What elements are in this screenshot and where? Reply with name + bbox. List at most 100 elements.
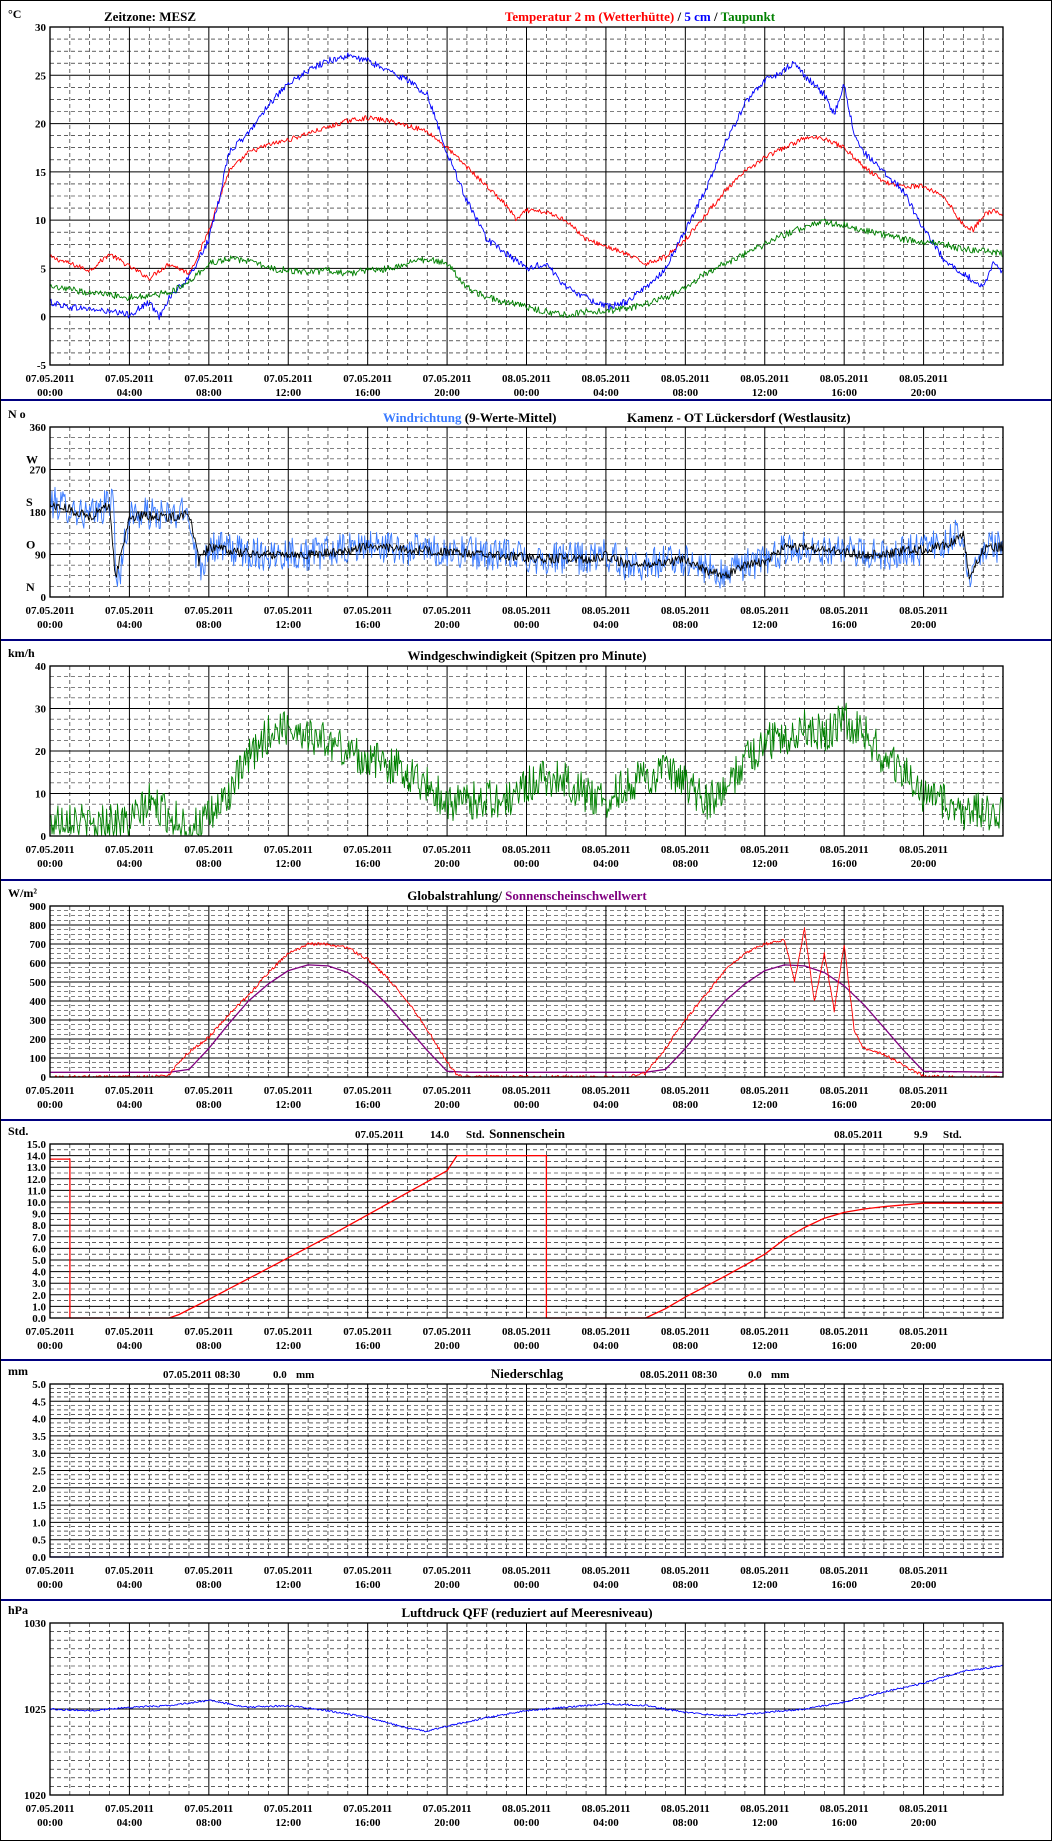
x-date-label: 07.05.2011 bbox=[264, 1085, 313, 1097]
x-date-label: 08.05.2011 bbox=[740, 1565, 789, 1577]
y-tick-label: 1020 bbox=[24, 1790, 47, 1802]
x-time-label: 04:00 bbox=[117, 1340, 143, 1352]
series-windrichtung bbox=[49, 486, 1004, 589]
series-globalstrahlung bbox=[49, 927, 1004, 1078]
x-time-label: 00:00 bbox=[514, 387, 540, 399]
y-tick-label: 40 bbox=[35, 661, 47, 673]
x-time-label: 20:00 bbox=[911, 387, 937, 399]
x-time-label: 20:00 bbox=[434, 1579, 460, 1591]
x-date-label: 07.05.2011 bbox=[105, 844, 154, 856]
station-name: Kamenz - OT Lückersdorf (Westlausitz) bbox=[627, 410, 851, 425]
x-date-label: 07.05.2011 bbox=[105, 1565, 154, 1577]
chart-temperature: -5 0 5 10 15 20 25 30 °C Zeitzone: MESZ Temperatur… bbox=[0, 7, 1052, 401]
x-date-label: 08.05.2011 bbox=[899, 1326, 948, 1338]
x-date-label: 07.05.2011 bbox=[423, 1326, 472, 1338]
x-time-label: 12:00 bbox=[275, 1340, 301, 1352]
x-date-label: 07.05.2011 bbox=[184, 605, 233, 617]
x-time-label: 00:00 bbox=[514, 1817, 540, 1829]
y-tick-label: 4.0 bbox=[32, 1414, 46, 1426]
unit-label: °C bbox=[8, 7, 21, 21]
y-tick-label: 10 bbox=[35, 215, 47, 227]
x-time-label: 16:00 bbox=[355, 1340, 381, 1352]
y-tick-label: 270 bbox=[30, 465, 47, 477]
x-date-label: 08.05.2011 bbox=[820, 1803, 869, 1815]
x-date-label: 08.05.2011 bbox=[502, 1085, 551, 1097]
compass-label: S bbox=[26, 495, 33, 509]
y-tick-label: 11.0 bbox=[27, 1185, 46, 1197]
x-time-label: 08:00 bbox=[672, 1340, 698, 1352]
x-time-label: 12:00 bbox=[752, 858, 778, 870]
x-date-label: 08.05.2011 bbox=[740, 844, 789, 856]
plot-border bbox=[49, 1383, 1004, 1558]
compass-label: W bbox=[26, 453, 38, 467]
x-date-label: 07.05.2011 bbox=[105, 373, 154, 385]
y-tick-label: 2.5 bbox=[32, 1466, 46, 1478]
y-tick-label: 100 bbox=[30, 1053, 47, 1065]
x-time-label: 20:00 bbox=[911, 1817, 937, 1829]
x-date-label: 08.05.2011 bbox=[661, 1565, 710, 1577]
x-time-label: 00:00 bbox=[514, 1340, 540, 1352]
x-time-label: 00:00 bbox=[514, 858, 540, 870]
x-date-label: 07.05.2011 bbox=[184, 1565, 233, 1577]
y-tick-label: 15.0 bbox=[27, 1139, 47, 1151]
x-time-label: 00:00 bbox=[514, 1099, 540, 1111]
summary-left-value: 0.0 bbox=[273, 1369, 287, 1381]
y-tick-label: 0.5 bbox=[32, 1535, 46, 1547]
x-time-label: 20:00 bbox=[434, 387, 460, 399]
x-time-label: 20:00 bbox=[434, 619, 460, 631]
y-tick-label: 0 bbox=[41, 312, 47, 324]
x-time-label: 16:00 bbox=[355, 1817, 381, 1829]
x-date-label: 08.05.2011 bbox=[661, 1803, 710, 1815]
x-time-label: 00:00 bbox=[37, 1817, 63, 1829]
x-time-label: 08:00 bbox=[672, 619, 698, 631]
plot-border bbox=[49, 905, 1004, 1078]
y-tick-label: 200 bbox=[30, 1034, 47, 1046]
x-time-label: 08:00 bbox=[672, 1099, 698, 1111]
x-time-label: 08:00 bbox=[196, 1099, 222, 1111]
x-time-label: 08:00 bbox=[672, 858, 698, 870]
x-date-label: 08.05.2011 bbox=[661, 373, 710, 385]
y-tick-label: 13.0 bbox=[27, 1162, 47, 1174]
x-time-label: 12:00 bbox=[752, 387, 778, 399]
y-tick-label: 10 bbox=[35, 789, 47, 801]
x-date-label: 07.05.2011 bbox=[343, 1803, 392, 1815]
y-tick-label: 90 bbox=[35, 550, 47, 562]
x-date-label: 08.05.2011 bbox=[581, 1326, 630, 1338]
x-time-label: 00:00 bbox=[37, 387, 63, 399]
y-tick-label: 900 bbox=[30, 901, 47, 913]
x-date-label: 07.05.2011 bbox=[423, 373, 472, 385]
plot-border bbox=[49, 426, 1004, 598]
x-time-label: 12:00 bbox=[752, 1099, 778, 1111]
y-tick-label: 400 bbox=[30, 996, 47, 1008]
x-time-label: 12:00 bbox=[752, 1817, 778, 1829]
y-tick-label: 15 bbox=[35, 167, 47, 179]
chart-wind_direction: 0 90 180 270 360 N O S W N o Windrichtung (9-Werte… bbox=[0, 407, 1052, 641]
y-tick-label: -5 bbox=[37, 360, 47, 372]
x-time-label: 08:00 bbox=[672, 1579, 698, 1591]
series-temperatur-2-m-wetterh-tte- bbox=[49, 115, 1004, 281]
series-windgeschwindigkeit bbox=[49, 702, 1004, 837]
x-date-label: 07.05.2011 bbox=[184, 1326, 233, 1338]
x-time-label: 16:00 bbox=[355, 1099, 381, 1111]
summary-right-value: 0.0 bbox=[748, 1369, 762, 1381]
x-date-label: 07.05.2011 bbox=[343, 605, 392, 617]
x-time-label: 04:00 bbox=[593, 1817, 619, 1829]
x-time-label: 16:00 bbox=[831, 619, 857, 631]
plot-border bbox=[49, 1622, 1004, 1796]
x-time-label: 04:00 bbox=[593, 1579, 619, 1591]
y-tick-label: 1.0 bbox=[32, 1301, 46, 1313]
x-time-label: 16:00 bbox=[831, 1817, 857, 1829]
y-tick-label: 0.0 bbox=[32, 1313, 46, 1325]
y-tick-label: 0 bbox=[41, 592, 47, 604]
x-time-label: 20:00 bbox=[911, 619, 937, 631]
summary-left-date: 07.05.2011 bbox=[355, 1129, 404, 1141]
y-tick-label: 5.0 bbox=[32, 1255, 46, 1267]
x-date-label: 07.05.2011 bbox=[423, 1085, 472, 1097]
x-time-label: 20:00 bbox=[911, 1340, 937, 1352]
chart-title: Globalstrahlung/ Sonnenscheinschwellwert bbox=[407, 888, 647, 903]
x-date-label: 07.05.2011 bbox=[264, 373, 313, 385]
unit-label: N o bbox=[8, 407, 26, 421]
